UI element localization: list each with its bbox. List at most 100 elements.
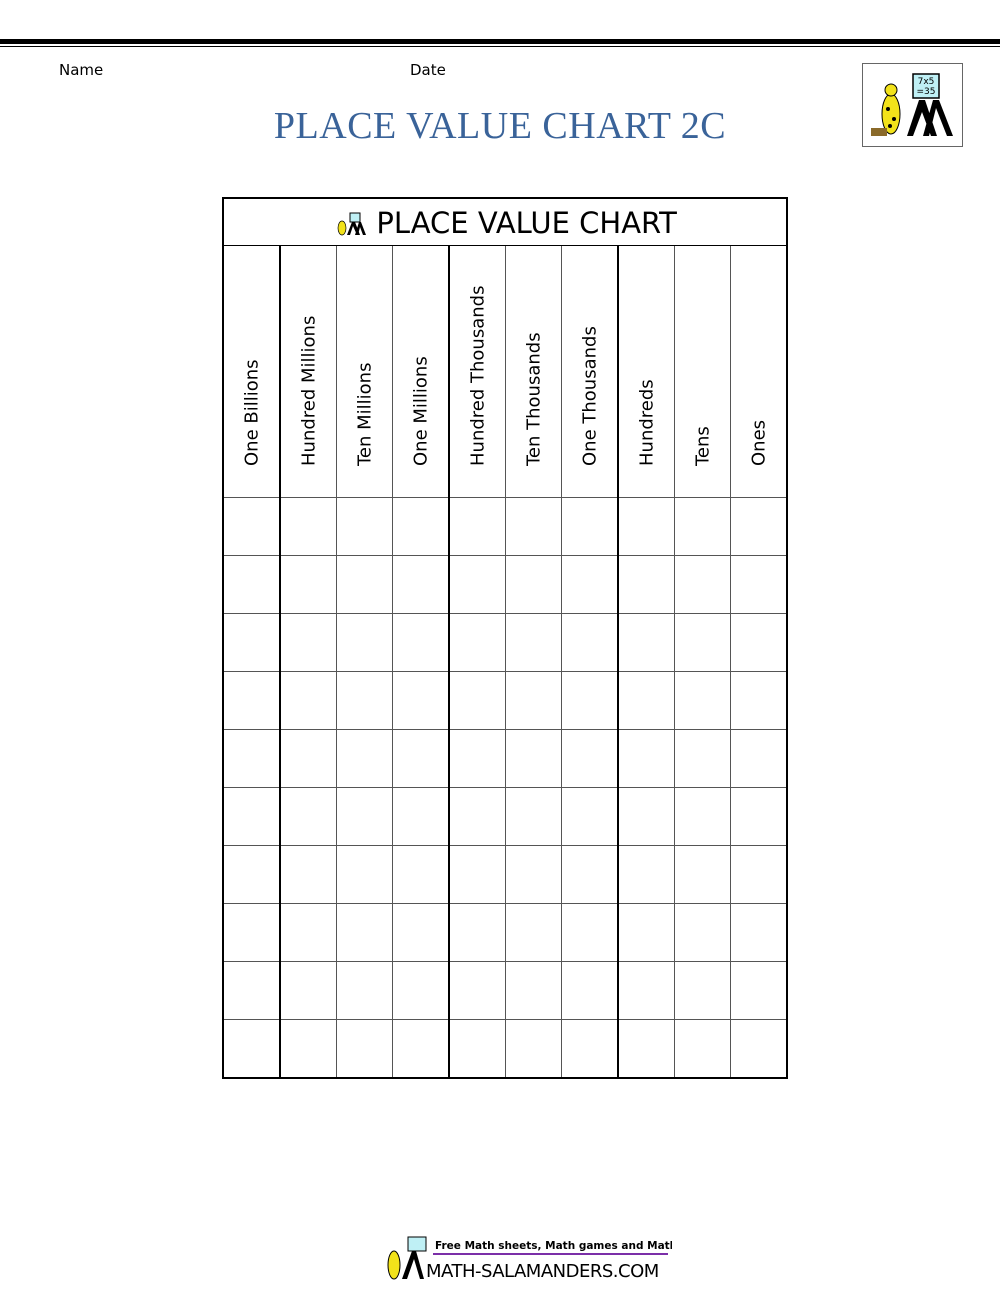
blank-cell[interactable] bbox=[280, 613, 337, 672]
blank-cell[interactable] bbox=[336, 845, 393, 904]
blank-cell[interactable] bbox=[561, 903, 619, 962]
blank-cell[interactable] bbox=[449, 845, 506, 904]
blank-cell[interactable] bbox=[618, 497, 675, 556]
blank-cell[interactable] bbox=[674, 555, 731, 614]
blank-cell[interactable] bbox=[336, 903, 393, 962]
blank-cell[interactable] bbox=[505, 497, 562, 556]
blank-cell[interactable] bbox=[449, 613, 506, 672]
blank-cell[interactable] bbox=[336, 729, 393, 788]
blank-cell[interactable] bbox=[280, 555, 337, 614]
blank-cell[interactable] bbox=[730, 671, 788, 730]
blank-cell[interactable] bbox=[618, 787, 675, 846]
blank-cell[interactable] bbox=[449, 961, 506, 1020]
blank-cell[interactable] bbox=[674, 961, 731, 1020]
blank-cell[interactable] bbox=[730, 903, 788, 962]
blank-cell[interactable] bbox=[674, 729, 731, 788]
blank-cell[interactable] bbox=[505, 845, 562, 904]
blank-cell[interactable] bbox=[449, 729, 506, 788]
blank-cell[interactable] bbox=[730, 787, 788, 846]
blank-cell[interactable] bbox=[336, 961, 393, 1020]
blank-cell[interactable] bbox=[505, 1019, 562, 1078]
blank-cell[interactable] bbox=[505, 555, 562, 614]
blank-cell[interactable] bbox=[505, 787, 562, 846]
blank-cell[interactable] bbox=[223, 613, 281, 672]
blank-cell[interactable] bbox=[730, 613, 788, 672]
blank-cell[interactable] bbox=[618, 903, 675, 962]
blank-cell[interactable] bbox=[618, 845, 675, 904]
blank-cell[interactable] bbox=[674, 845, 731, 904]
blank-cell[interactable] bbox=[223, 787, 281, 846]
blank-cell[interactable] bbox=[392, 555, 450, 614]
blank-cell[interactable] bbox=[223, 555, 281, 614]
blank-cell[interactable] bbox=[730, 845, 788, 904]
blank-cell[interactable] bbox=[336, 555, 393, 614]
blank-cell[interactable] bbox=[280, 961, 337, 1020]
blank-cell[interactable] bbox=[674, 613, 731, 672]
blank-cell[interactable] bbox=[674, 787, 731, 846]
blank-cell[interactable] bbox=[336, 1019, 393, 1078]
blank-cell[interactable] bbox=[449, 497, 506, 556]
blank-cell[interactable] bbox=[449, 671, 506, 730]
blank-cell[interactable] bbox=[392, 787, 450, 846]
blank-cell[interactable] bbox=[505, 903, 562, 962]
blank-cell[interactable] bbox=[730, 555, 788, 614]
blank-cell[interactable] bbox=[449, 903, 506, 962]
blank-cell[interactable] bbox=[618, 729, 675, 788]
blank-cell[interactable] bbox=[280, 845, 337, 904]
blank-cell[interactable] bbox=[561, 787, 619, 846]
blank-cell[interactable] bbox=[505, 729, 562, 788]
blank-cell[interactable] bbox=[223, 729, 281, 788]
blank-cell[interactable] bbox=[392, 1019, 450, 1078]
blank-cell[interactable] bbox=[730, 1019, 788, 1078]
blank-cell[interactable] bbox=[280, 903, 337, 962]
blank-cell[interactable] bbox=[392, 497, 450, 556]
blank-cell[interactable] bbox=[674, 671, 731, 730]
blank-cell[interactable] bbox=[223, 961, 281, 1020]
blank-cell[interactable] bbox=[730, 961, 788, 1020]
blank-cell[interactable] bbox=[280, 729, 337, 788]
blank-cell[interactable] bbox=[223, 845, 281, 904]
blank-cell[interactable] bbox=[392, 671, 450, 730]
blank-cell[interactable] bbox=[561, 497, 619, 556]
blank-cell[interactable] bbox=[730, 497, 788, 556]
blank-cell[interactable] bbox=[336, 497, 393, 556]
blank-cell[interactable] bbox=[674, 497, 731, 556]
blank-cell[interactable] bbox=[618, 1019, 675, 1078]
blank-cell[interactable] bbox=[223, 671, 281, 730]
blank-cell[interactable] bbox=[730, 729, 788, 788]
blank-cell[interactable] bbox=[336, 671, 393, 730]
blank-cell[interactable] bbox=[449, 1019, 506, 1078]
blank-cell[interactable] bbox=[674, 1019, 731, 1078]
blank-cell[interactable] bbox=[561, 845, 619, 904]
blank-cell[interactable] bbox=[561, 961, 619, 1020]
blank-cell[interactable] bbox=[674, 903, 731, 962]
blank-cell[interactable] bbox=[561, 555, 619, 614]
blank-cell[interactable] bbox=[561, 613, 619, 672]
blank-cell[interactable] bbox=[392, 729, 450, 788]
blank-cell[interactable] bbox=[618, 555, 675, 614]
blank-cell[interactable] bbox=[280, 497, 337, 556]
blank-cell[interactable] bbox=[280, 671, 337, 730]
blank-cell[interactable] bbox=[561, 671, 619, 730]
blank-cell[interactable] bbox=[392, 845, 450, 904]
blank-cell[interactable] bbox=[449, 555, 506, 614]
blank-cell[interactable] bbox=[618, 671, 675, 730]
blank-cell[interactable] bbox=[280, 1019, 337, 1078]
blank-cell[interactable] bbox=[280, 787, 337, 846]
blank-cell[interactable] bbox=[618, 613, 675, 672]
blank-cell[interactable] bbox=[223, 1019, 281, 1078]
blank-cell[interactable] bbox=[223, 497, 281, 556]
blank-cell[interactable] bbox=[505, 613, 562, 672]
blank-cell[interactable] bbox=[336, 787, 393, 846]
blank-cell[interactable] bbox=[618, 961, 675, 1020]
blank-cell[interactable] bbox=[223, 903, 281, 962]
blank-cell[interactable] bbox=[392, 903, 450, 962]
blank-cell[interactable] bbox=[561, 1019, 619, 1078]
blank-cell[interactable] bbox=[561, 729, 619, 788]
blank-cell[interactable] bbox=[392, 961, 450, 1020]
blank-cell[interactable] bbox=[392, 613, 450, 672]
blank-cell[interactable] bbox=[449, 787, 506, 846]
blank-cell[interactable] bbox=[505, 961, 562, 1020]
blank-cell[interactable] bbox=[505, 671, 562, 730]
blank-cell[interactable] bbox=[336, 613, 393, 672]
